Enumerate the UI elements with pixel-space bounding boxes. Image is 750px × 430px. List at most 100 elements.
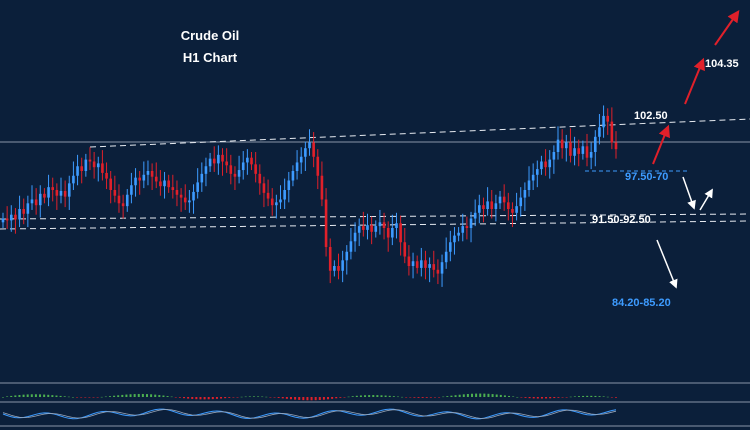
candle-body (295, 162, 299, 171)
oscillator-bar (582, 395, 585, 397)
oscillator-bar (540, 397, 543, 399)
oscillator-bar (433, 397, 436, 398)
oscillator-bar (421, 397, 424, 398)
oscillator-bar (199, 397, 202, 400)
candle-body (67, 183, 71, 197)
candle-body (511, 209, 514, 213)
red-arrow-up-3 (714, 10, 740, 46)
oscillator-bar (121, 394, 124, 397)
chart-subtitle: H1 Chart (182, 50, 238, 65)
oscillator-bar (557, 397, 560, 398)
oscillator-bar (240, 396, 243, 398)
oscillator-bar (524, 397, 527, 398)
candle-body (225, 161, 228, 166)
candle-body (341, 260, 344, 271)
candle-body (577, 148, 581, 154)
candle-body (258, 173, 262, 184)
candle-body (502, 196, 506, 203)
candle-body (515, 206, 518, 213)
oscillator-bar (220, 397, 223, 399)
oscillator-bar (150, 394, 153, 397)
oscillator-bar (170, 396, 173, 398)
oscillator-bar (84, 397, 87, 398)
candle-body (386, 228, 390, 238)
white-arrow-down-1 (682, 176, 696, 210)
candle-body (308, 142, 311, 149)
oscillator-bar (71, 396, 74, 398)
level-label-97: 97.50-70 (625, 171, 669, 183)
oscillator-bar (154, 394, 157, 397)
oscillator-bar (285, 397, 288, 399)
oscillator-bar (232, 397, 235, 398)
oscillator-bar (343, 397, 346, 398)
candle-body (188, 200, 191, 203)
oscillator-bar (47, 394, 50, 397)
candle-body (469, 218, 473, 228)
oscillator-bar (499, 394, 502, 397)
candle-body (610, 121, 614, 143)
candle-body (415, 261, 419, 268)
oscillator-bar (133, 394, 136, 397)
oscillator-bar (376, 395, 379, 397)
candle-body (63, 190, 67, 197)
oscillator-bar (141, 393, 144, 397)
candle-body (146, 171, 150, 175)
oscillator-bar (55, 395, 58, 397)
candle-body (440, 262, 444, 274)
oscillator-bar (178, 397, 181, 398)
white-arrow-up (699, 188, 713, 211)
candle-body (560, 139, 564, 149)
oscillator-bar (314, 397, 317, 401)
oscillator-bar (577, 396, 580, 397)
oscillator-bar (158, 395, 161, 397)
candle-body (527, 180, 531, 190)
candle-body (544, 161, 547, 168)
oscillator-bar (162, 395, 165, 397)
candle-body (432, 264, 436, 270)
oscillator-bar (442, 396, 445, 398)
oscillator-bar (294, 397, 297, 400)
oscillator-bar (67, 396, 70, 398)
candle-body (424, 260, 427, 268)
oscillator-bar (413, 397, 416, 398)
candle-body (362, 226, 365, 230)
oscillator-bar (22, 394, 25, 397)
candle-body (328, 247, 332, 271)
oscillator-bar (137, 393, 140, 397)
oscillator-bar (187, 397, 190, 399)
candle-body (266, 192, 270, 199)
oscillator-bar (368, 395, 371, 397)
candle-body (403, 242, 407, 257)
candle-body (523, 190, 527, 198)
candle-body (519, 197, 523, 207)
candle-body (540, 161, 543, 170)
oscillator-signal-line (2, 409, 617, 419)
candle-body (333, 266, 336, 271)
candle-body (316, 156, 320, 176)
oscillator-bar (265, 396, 268, 398)
oscillator-bar (10, 395, 13, 397)
oscillator-bar (306, 397, 309, 401)
candle-body (270, 198, 274, 206)
candle-body (449, 242, 452, 252)
candle-body (229, 165, 233, 174)
candle-body (208, 158, 212, 167)
oscillator-bar (129, 394, 132, 397)
oscillator-bar (327, 397, 330, 400)
resistance-trendline (89, 118, 750, 148)
oscillator-bar (438, 397, 441, 398)
oscillator-bar (248, 396, 251, 397)
candle-body (299, 156, 303, 163)
oscillator-bar (384, 395, 387, 397)
oscillator-bar (104, 396, 107, 398)
oscillator-bar (606, 396, 609, 398)
oscillator-bar (536, 397, 539, 399)
candle-body (121, 203, 125, 207)
candle-body (262, 183, 266, 193)
candle-body (134, 177, 137, 186)
oscillator-bar (166, 396, 169, 397)
oscillator-bar (487, 393, 490, 397)
oscillator-bar (565, 397, 568, 398)
oscillator-bar (236, 397, 239, 398)
